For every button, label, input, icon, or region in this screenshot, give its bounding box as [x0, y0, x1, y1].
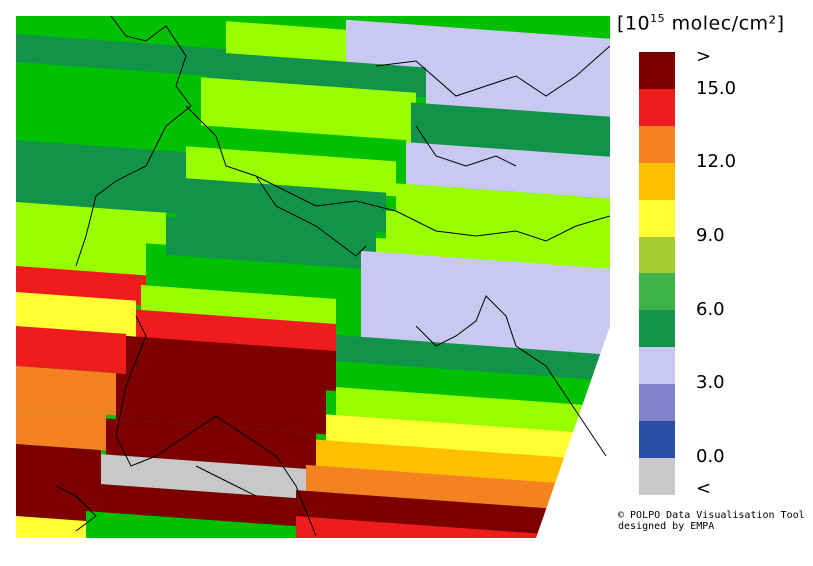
- pixel-swath: [126, 335, 336, 392]
- colorbar-swatch: [639, 236, 675, 274]
- pixel-swath: [146, 253, 366, 302]
- colorbar-label-9: 9.0: [696, 225, 725, 246]
- pixel-swath: [176, 177, 386, 233]
- pixel-swath: [406, 142, 610, 199]
- credit-line-1: © POLPO Data Visualisation Tool: [618, 510, 805, 521]
- pixel-swath: [396, 183, 610, 229]
- credit-text: © POLPO Data Visualisation Tool designed…: [618, 510, 805, 532]
- pixel-swath: [16, 62, 206, 116]
- colorbar-label-gt: >: [696, 46, 712, 67]
- pixel-swath: [296, 516, 556, 538]
- pixel-swath: [411, 102, 610, 157]
- colorbar-swatch: [639, 162, 675, 201]
- pixel-swath: [141, 285, 336, 328]
- pixel-swath: [361, 250, 610, 359]
- pixel-swath: [16, 232, 146, 278]
- pixel-swath: [16, 16, 226, 52]
- pixel-swath: [336, 335, 610, 385]
- colorbar-label-6: 6.0: [696, 299, 725, 320]
- pixel-swath: [116, 373, 326, 435]
- border-line: [415, 295, 607, 457]
- pixel-swath: [336, 361, 610, 411]
- pixel-swath: [16, 34, 226, 80]
- pixel-swath: [16, 140, 186, 185]
- colorbar-swatch: [639, 347, 675, 385]
- colorbar-swatch: [639, 52, 675, 90]
- pixel-swath: [16, 516, 86, 538]
- pixel-swath: [296, 490, 610, 538]
- pixel-swath: [316, 439, 610, 489]
- pixel-swath: [16, 366, 116, 416]
- colorbar-label-lt: <: [696, 478, 712, 499]
- colorbar-swatch: [639, 310, 675, 348]
- pixel-swath: [326, 414, 610, 465]
- colorbar-label-0: 0.0: [696, 446, 725, 467]
- satellite-pixel-swaths: [16, 16, 610, 538]
- colorbar-swatch: [639, 457, 675, 496]
- border-line: [375, 45, 610, 97]
- pixel-swath: [426, 65, 610, 119]
- no-data-area: [536, 326, 610, 538]
- pixel-swath: [101, 454, 306, 499]
- pixel-swath: [336, 387, 610, 437]
- colorbar-swatch: [639, 125, 675, 164]
- pixel-swath: [86, 511, 296, 538]
- border-line: [415, 125, 517, 167]
- pixel-swath: [306, 464, 610, 517]
- colorbar-swatch: [639, 384, 675, 422]
- border-line: [185, 105, 610, 242]
- pixel-swath: [16, 202, 166, 245]
- pixel-swath: [16, 326, 126, 374]
- colorbar-swatch: [639, 88, 675, 127]
- border-line: [255, 175, 367, 257]
- credit-line-2: designed by EMPA: [618, 521, 715, 532]
- border-line: [55, 485, 97, 532]
- pixel-swath: [16, 408, 106, 451]
- column-density-map: [16, 16, 610, 538]
- pixel-swath: [16, 172, 176, 214]
- border-line: [195, 465, 257, 497]
- pixel-swath: [16, 444, 101, 501]
- map-panel: [16, 16, 610, 538]
- pixel-swath: [166, 216, 376, 272]
- pixel-swath: [16, 100, 196, 153]
- pixel-swath: [201, 77, 416, 143]
- pixel-swath: [16, 292, 136, 337]
- colorbar-swatch: [639, 199, 675, 237]
- colorbar-label-3: 3.0: [696, 372, 725, 393]
- colorbar-label-15: 15.0: [696, 78, 737, 99]
- colorbar-label-12: 12.0: [696, 151, 737, 172]
- border-line: [75, 16, 192, 267]
- colorbar-swatch: [639, 421, 675, 459]
- border-line: [115, 315, 317, 537]
- country-borders: [55, 16, 610, 537]
- colorbar-unit-label: [1015 molec/cm²]: [617, 12, 785, 35]
- colorbar-swatch: [639, 273, 675, 311]
